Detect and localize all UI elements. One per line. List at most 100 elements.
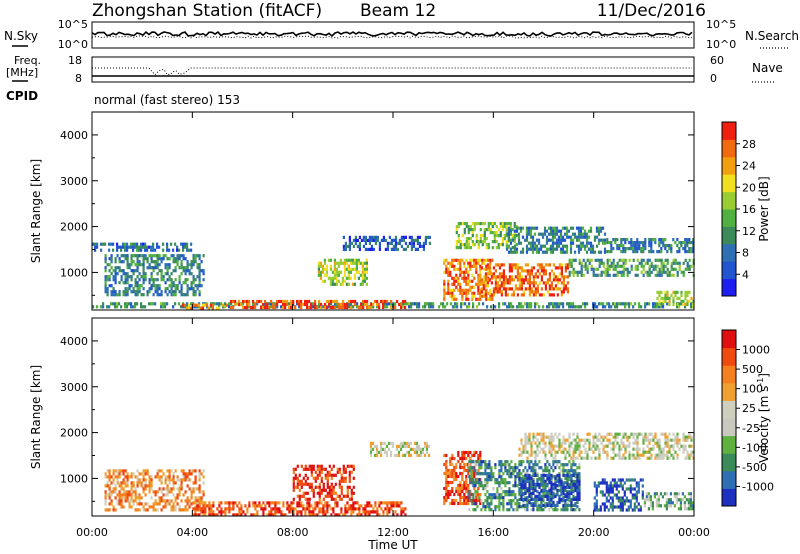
- echo-cell: [461, 297, 464, 301]
- echo-cell: [158, 487, 161, 491]
- echo-cell: [132, 305, 135, 309]
- echo-cell: [513, 225, 516, 229]
- echo-cell: [660, 273, 663, 277]
- echo-cell: [473, 471, 476, 476]
- echo-cell: [308, 513, 311, 517]
- echo-cell: [636, 450, 639, 454]
- echo-cell: [524, 490, 527, 494]
- echo-cell: [580, 261, 583, 265]
- echo-cell: [568, 460, 571, 464]
- echo-cell: [658, 441, 661, 445]
- echo-cell: [332, 507, 335, 511]
- echo-cell: [490, 472, 493, 476]
- echo-cell: [564, 481, 567, 485]
- echo-cell: [296, 476, 299, 480]
- echo-cell: [670, 438, 673, 442]
- echo-cell: [539, 244, 543, 248]
- echo-cell: [617, 478, 620, 482]
- echo-cell: [516, 263, 519, 267]
- echo-cell: [587, 247, 591, 251]
- echo-cell: [464, 302, 467, 306]
- echo-cell: [144, 508, 147, 512]
- echo-cell: [94, 245, 97, 249]
- echo-cell: [334, 491, 337, 495]
- echo-cell: [505, 240, 508, 244]
- echo-cell: [220, 510, 223, 514]
- echo-cell: [164, 287, 167, 291]
- echo-cell: [364, 238, 367, 242]
- echo-cell: [134, 302, 137, 306]
- echo-cell: [670, 444, 673, 448]
- echo-cell: [118, 302, 121, 306]
- echo-cell: [556, 508, 559, 512]
- echo-cell: [126, 290, 129, 294]
- echo-cell: [190, 284, 193, 288]
- echo-cell: [144, 272, 147, 276]
- echo-cell: [152, 242, 155, 246]
- echo-cell: [215, 306, 218, 310]
- echo-cell: [447, 279, 450, 283]
- echo-cell: [676, 441, 679, 445]
- echo-cell: [114, 281, 117, 285]
- echo-cell: [498, 266, 501, 270]
- echo-cell: [160, 305, 163, 309]
- echo-cell: [418, 235, 421, 239]
- echo-cell: [238, 302, 241, 307]
- echo-cell: [130, 305, 133, 309]
- echo-cell: [509, 222, 512, 226]
- echo-cell: [634, 273, 637, 277]
- echo-cell: [522, 484, 525, 488]
- echo-cell: [168, 481, 171, 485]
- echo-cell: [358, 504, 361, 508]
- echo-cell: [533, 226, 537, 230]
- echo-cell: [524, 479, 527, 483]
- echo-cell: [266, 305, 269, 310]
- colorbar-segment: [722, 209, 736, 227]
- echo-cell: [457, 501, 460, 506]
- echo-cell: [654, 267, 657, 271]
- echo-cell: [574, 258, 577, 262]
- echo-cell: [204, 501, 207, 505]
- echo-cell: [463, 270, 466, 274]
- echo-cell: [508, 487, 511, 491]
- echo-cell: [568, 270, 571, 274]
- echo-cell: [188, 263, 191, 267]
- echo-cell: [178, 281, 181, 285]
- echo-cell: [370, 302, 373, 307]
- echo-cell: [489, 231, 492, 235]
- echo-cell: [447, 492, 450, 497]
- echo-cell: [324, 476, 327, 480]
- echo-cell: [316, 501, 319, 505]
- echo-cell: [205, 303, 208, 307]
- echo-cell: [566, 490, 569, 494]
- echo-cell: [210, 507, 213, 511]
- echo-cell: [170, 278, 173, 282]
- echo-cell: [676, 432, 679, 436]
- echo-cell: [472, 305, 475, 309]
- echo-cell: [666, 258, 669, 262]
- echo-cell: [613, 484, 616, 488]
- echo-cell: [514, 466, 517, 470]
- echo-cell: [658, 293, 661, 297]
- echo-cell: [526, 272, 529, 276]
- echo-cell: [302, 482, 305, 486]
- echo-cell: [198, 284, 201, 288]
- echo-cell: [488, 496, 491, 500]
- echo-cell: [532, 281, 535, 285]
- echo-cell: [545, 247, 549, 251]
- echo-cell: [394, 504, 397, 508]
- echo-cell: [104, 475, 107, 479]
- echo-cell: [162, 499, 165, 503]
- echo-cell: [232, 513, 235, 517]
- echo-cell: [542, 438, 545, 442]
- echo-cell: [558, 488, 561, 492]
- echo-cell: [386, 302, 389, 306]
- echo-cell: [176, 502, 179, 506]
- echo-cell: [447, 273, 450, 277]
- echo-cell: [520, 278, 523, 282]
- echo-cell: [455, 267, 458, 271]
- echo-cell: [142, 281, 145, 285]
- echo-cell: [633, 505, 636, 509]
- echo-cell: [498, 505, 501, 509]
- echo-cell: [568, 469, 571, 473]
